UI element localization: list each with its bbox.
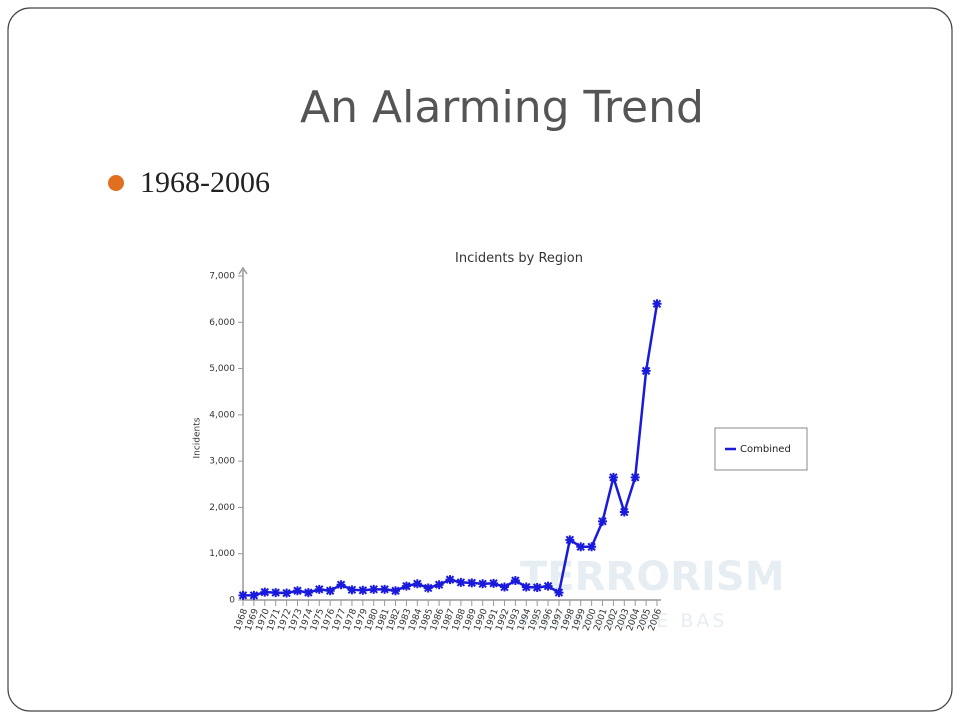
data-point bbox=[260, 587, 270, 597]
data-point bbox=[456, 577, 466, 587]
data-point bbox=[565, 535, 575, 545]
data-point bbox=[467, 578, 477, 588]
data-point bbox=[641, 366, 651, 376]
y-tick-label: 7,000 bbox=[209, 272, 235, 282]
data-point bbox=[314, 584, 324, 594]
data-point bbox=[380, 584, 390, 594]
data-point bbox=[619, 507, 629, 517]
y-tick-label: 0 bbox=[229, 596, 235, 606]
data-point bbox=[303, 588, 313, 598]
data-point bbox=[336, 580, 346, 590]
data-point bbox=[358, 585, 368, 595]
data-point bbox=[369, 584, 379, 594]
y-tick-label: 4,000 bbox=[209, 410, 235, 420]
data-point bbox=[445, 575, 455, 585]
data-point bbox=[434, 580, 444, 590]
data-point bbox=[499, 582, 509, 592]
data-point bbox=[652, 299, 662, 309]
bullet-text: 1968-2006 bbox=[140, 166, 270, 199]
bullet-dot bbox=[108, 175, 124, 191]
y-tick-label: 3,000 bbox=[209, 457, 235, 467]
data-point bbox=[412, 579, 422, 589]
data-point bbox=[391, 586, 401, 596]
legend-label: Combined bbox=[740, 444, 791, 455]
y-axis-label: Incidents bbox=[193, 417, 203, 458]
slide-title: An Alarming Trend bbox=[300, 82, 704, 133]
data-point bbox=[630, 472, 640, 482]
data-point bbox=[587, 542, 597, 552]
data-point bbox=[292, 586, 302, 596]
data-point bbox=[478, 579, 488, 589]
data-point bbox=[598, 516, 608, 526]
y-tick-label: 1,000 bbox=[209, 549, 235, 559]
data-point bbox=[521, 582, 531, 592]
y-axis-arrow bbox=[238, 266, 248, 275]
data-point bbox=[532, 583, 542, 593]
data-point bbox=[325, 586, 335, 596]
data-point bbox=[271, 588, 281, 598]
data-point bbox=[510, 576, 520, 586]
y-tick-label: 5,000 bbox=[209, 364, 235, 374]
data-point bbox=[423, 583, 433, 593]
y-tick-label: 2,000 bbox=[209, 503, 235, 513]
data-point bbox=[576, 542, 586, 552]
data-point bbox=[282, 588, 292, 598]
data-point bbox=[401, 581, 411, 591]
data-point bbox=[249, 590, 259, 600]
data-point bbox=[489, 578, 499, 588]
watermark: KNOWLEDGE BAS bbox=[520, 610, 728, 632]
slide-frame bbox=[7, 7, 953, 712]
y-tick-label: 6,000 bbox=[209, 318, 235, 328]
chart-title: Incidents by Region bbox=[455, 251, 583, 266]
data-point bbox=[347, 585, 357, 595]
data-point bbox=[238, 590, 248, 600]
data-point bbox=[554, 588, 564, 598]
data-point bbox=[608, 472, 618, 482]
data-point bbox=[543, 581, 553, 591]
